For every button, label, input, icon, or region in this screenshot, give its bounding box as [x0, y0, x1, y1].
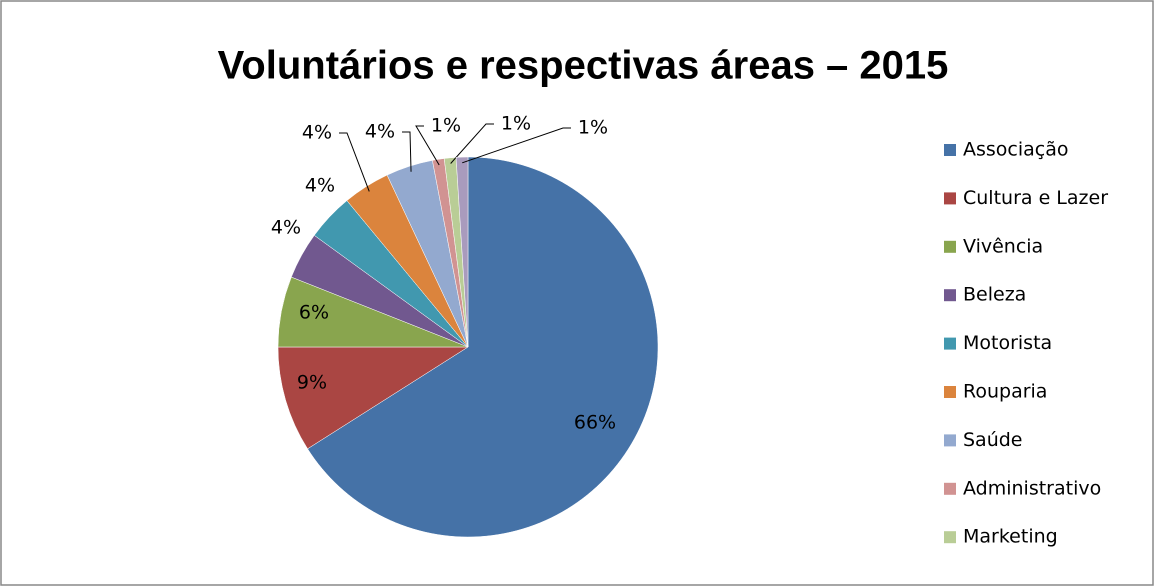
- leader-line: [462, 127, 571, 164]
- legend-swatch: [944, 192, 956, 205]
- legend-swatch: [944, 531, 956, 544]
- legend-label: Associação: [963, 139, 1069, 161]
- data-label: 4%: [271, 217, 301, 239]
- legend-swatch: [944, 289, 956, 302]
- legend-swatch: [944, 386, 956, 398]
- pie-slice: [455, 156, 469, 348]
- legend-label: Marketing: [963, 526, 1058, 548]
- legend-swatch: [944, 482, 956, 495]
- chart-title: Voluntários e respectivas áreas – 2015: [218, 44, 949, 88]
- legend-swatch: [944, 337, 956, 350]
- legend-label: Vivência: [963, 235, 1043, 257]
- legend-swatch: [944, 240, 956, 253]
- leader-line: [415, 125, 440, 166]
- leader-line: [402, 131, 412, 172]
- leader-line: [339, 132, 370, 192]
- legend-label: Beleza: [963, 284, 1026, 306]
- legend-label: Motorista: [963, 332, 1052, 354]
- legend-label: Administrativo: [963, 477, 1101, 499]
- pie-slice: [307, 156, 659, 538]
- data-label: 4%: [302, 122, 332, 144]
- legend-label: Rouparia: [963, 381, 1047, 403]
- data-label: 1%: [431, 115, 461, 137]
- data-label: 1%: [578, 117, 608, 139]
- legend-label: Saúde: [963, 429, 1023, 451]
- data-label: 6%: [299, 302, 329, 324]
- data-label: 1%: [501, 113, 531, 135]
- leader-line: [450, 123, 494, 164]
- pie-slice: [277, 346, 469, 450]
- legend-label: Cultura e Lazer: [963, 187, 1108, 209]
- data-label: 9%: [297, 372, 327, 394]
- legend-swatch: [944, 434, 956, 447]
- data-label: 4%: [365, 121, 395, 143]
- data-label: 4%: [305, 175, 335, 197]
- data-label: 66%: [574, 412, 616, 434]
- legend-swatch: [944, 144, 956, 156]
